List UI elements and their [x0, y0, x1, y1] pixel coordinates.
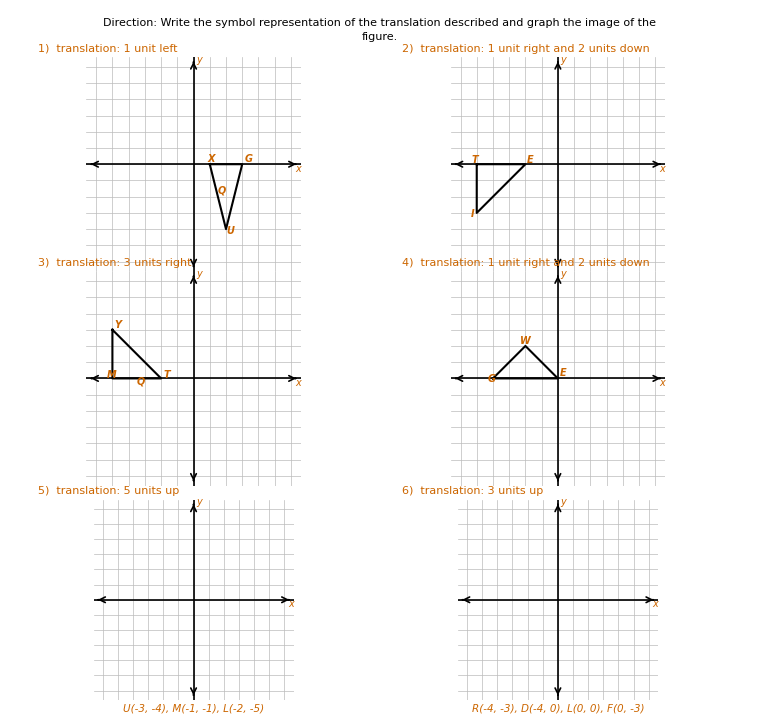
Text: x: x [295, 378, 301, 388]
Text: x: x [660, 164, 665, 174]
Text: x: x [295, 164, 301, 174]
Text: U(-3, -4), M(-1, -1), L(-2, -5): U(-3, -4), M(-1, -1), L(-2, -5) [123, 703, 264, 713]
Text: Q: Q [137, 376, 145, 386]
Text: G: G [244, 154, 252, 164]
Text: T: T [163, 371, 170, 381]
Text: Direction: Write the symbol representation of the translation described and grap: Direction: Write the symbol representati… [103, 18, 656, 28]
Text: X: X [207, 154, 215, 164]
Text: 4)  translation: 1 unit right and 2 units down: 4) translation: 1 unit right and 2 units… [402, 258, 650, 268]
Text: 3)  translation: 3 units right: 3) translation: 3 units right [38, 258, 191, 268]
Text: x: x [653, 598, 658, 608]
Text: y: y [560, 55, 566, 65]
Text: 6)  translation: 3 units up: 6) translation: 3 units up [402, 486, 543, 496]
Text: W: W [520, 336, 531, 346]
Text: y: y [196, 497, 202, 507]
Text: G: G [487, 374, 496, 384]
Text: y: y [560, 269, 566, 279]
Text: figure.: figure. [361, 32, 398, 42]
Text: E: E [559, 368, 566, 378]
Text: x: x [288, 598, 294, 608]
Text: U: U [227, 226, 235, 236]
Text: 1)  translation: 1 unit left: 1) translation: 1 unit left [38, 44, 178, 54]
Text: M: M [107, 371, 116, 381]
Text: Y: Y [114, 320, 121, 330]
Text: E: E [527, 155, 534, 165]
Text: R(-4, -3), D(-4, 0), L(0, 0), F(0, -3): R(-4, -3), D(-4, 0), L(0, 0), F(0, -3) [471, 703, 644, 713]
Text: Q: Q [218, 186, 226, 196]
Text: y: y [196, 55, 202, 65]
Text: x: x [660, 378, 665, 388]
Text: 5)  translation: 5 units up: 5) translation: 5 units up [38, 486, 179, 496]
Text: 2)  translation: 1 unit right and 2 units down: 2) translation: 1 unit right and 2 units… [402, 44, 650, 54]
Text: I: I [471, 209, 474, 219]
Text: y: y [196, 269, 202, 279]
Text: T: T [471, 155, 477, 165]
Text: y: y [560, 497, 566, 507]
